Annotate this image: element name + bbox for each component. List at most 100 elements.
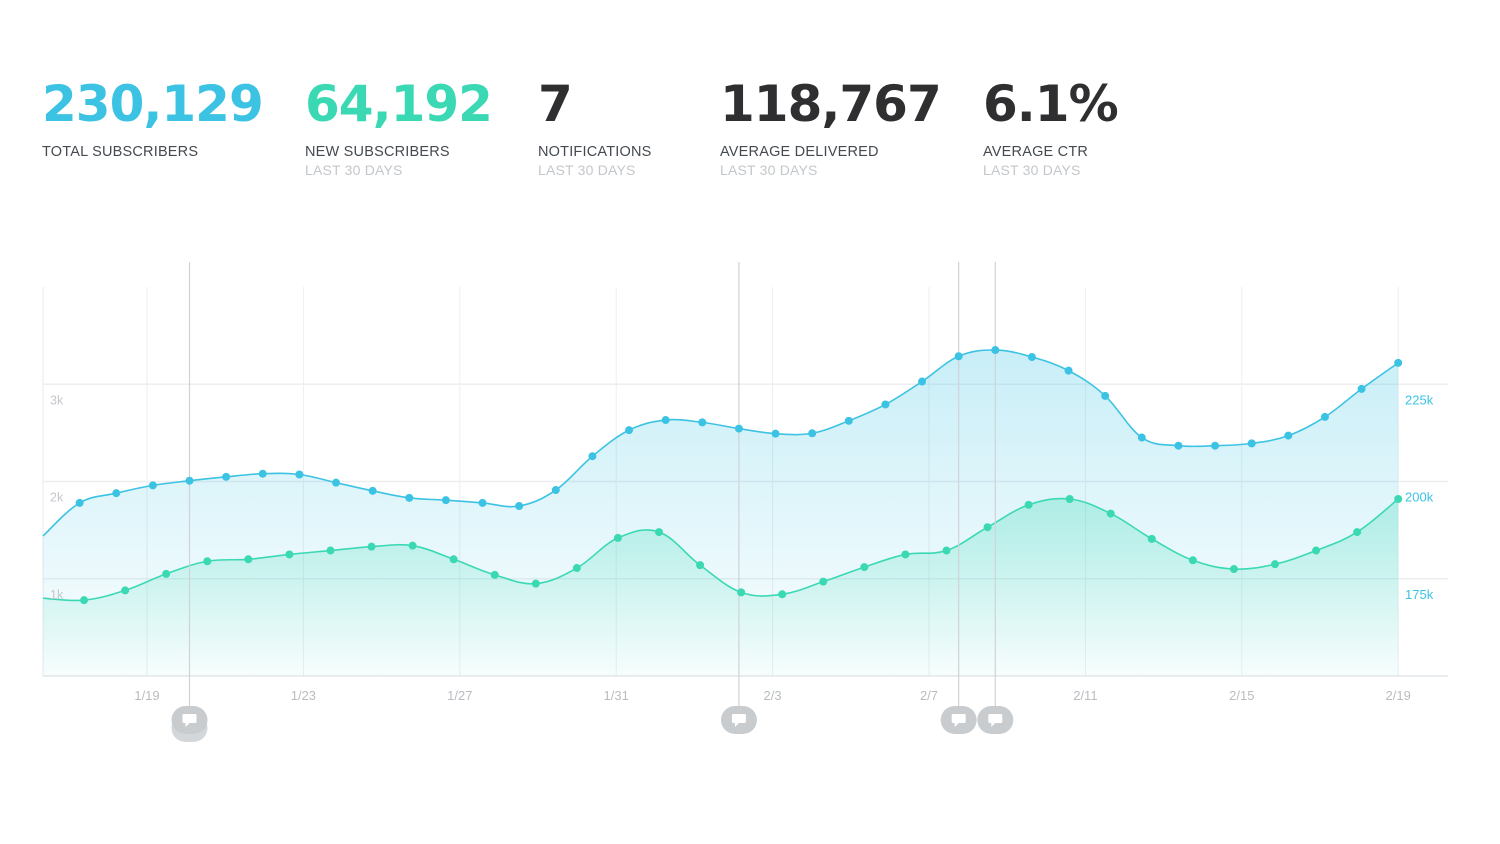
data-point-blue: [75, 498, 84, 507]
data-point-green: [737, 588, 746, 597]
data-point-blue: [1137, 433, 1146, 442]
chat-bubble-icon-body: [731, 714, 746, 723]
data-point-blue: [918, 377, 927, 386]
data-point-green: [1353, 528, 1362, 537]
data-point-green: [1024, 500, 1033, 509]
data-point-blue: [185, 476, 194, 485]
area-green: [43, 498, 1399, 676]
stat-label: NEW SUBSCRIBERS: [305, 144, 450, 160]
data-point-blue: [661, 416, 670, 425]
data-point-green: [203, 557, 212, 566]
data-point-green: [80, 596, 89, 605]
data-point-green: [1394, 495, 1403, 504]
chat-bubble-icon[interactable]: [171, 706, 208, 734]
data-point-green: [1188, 556, 1197, 565]
stat-label: AVERAGE DELIVERED: [720, 144, 879, 160]
data-point-blue: [1394, 358, 1403, 367]
stat-new-subscribers: 64,192 NEW SUBSCRIBERS LAST 30 DAYS: [305, 72, 493, 178]
data-point-blue: [771, 429, 780, 438]
data-point-blue: [588, 452, 597, 461]
data-point-green: [121, 586, 130, 595]
data-point-blue: [515, 502, 524, 511]
chart-areas: [43, 350, 1399, 676]
data-point-green: [244, 555, 253, 564]
data-point-green: [408, 541, 417, 550]
stats-row: 230,129 TOTAL SUBSCRIBERS 64,192 NEW SUB…: [0, 0, 1500, 200]
data-point-blue: [1027, 353, 1036, 362]
chat-bubble-icon-tail: [185, 723, 190, 727]
data-point-green: [983, 523, 992, 532]
data-point-green: [1106, 509, 1115, 518]
data-point-green: [1065, 495, 1074, 504]
stat-value: 7: [538, 75, 573, 133]
chat-bubble-icon-tail: [734, 723, 739, 727]
data-point-blue: [734, 424, 743, 433]
data-point-green: [696, 561, 705, 570]
data-point-blue: [1174, 441, 1183, 450]
x-tick-label: 1/23: [291, 688, 316, 703]
data-point-blue: [844, 416, 853, 425]
chat-bubble-icon-body: [951, 714, 966, 723]
data-point-blue: [295, 470, 304, 479]
data-point-blue: [405, 493, 414, 502]
data-point-blue: [698, 418, 707, 427]
data-point-green: [326, 546, 335, 555]
y-right-tick-label: 175k: [1405, 587, 1434, 602]
chat-bubble-icon-tail: [991, 723, 996, 727]
stat-label: TOTAL SUBSCRIBERS: [42, 144, 199, 160]
data-point-green: [572, 564, 581, 573]
data-point-blue: [625, 426, 634, 435]
data-point-blue: [222, 472, 231, 481]
x-tick-label: 1/31: [604, 688, 629, 703]
data-point-blue: [1101, 391, 1110, 400]
chat-bubble-icon-body: [182, 714, 197, 723]
y-left-tick-label: 3k: [50, 393, 64, 407]
x-tick-label: 2/7: [920, 688, 938, 703]
data-point-green: [162, 569, 171, 578]
stat-value: 6.1%: [983, 75, 1119, 133]
stat-sub: LAST 30 DAYS: [305, 162, 403, 178]
stat-label: NOTIFICATIONS: [538, 144, 652, 160]
data-point-green: [1147, 534, 1156, 543]
chat-bubble-icon[interactable]: [977, 706, 1014, 734]
y-right-tick-label: 225k: [1405, 392, 1434, 407]
data-point-blue: [1284, 431, 1293, 440]
data-point-green: [655, 528, 663, 537]
data-point-green: [449, 555, 458, 564]
data-point-green: [901, 550, 910, 559]
data-point-blue: [368, 486, 377, 495]
chat-bubble-icon[interactable]: [720, 706, 757, 734]
data-point-blue: [332, 478, 341, 487]
x-tick-label: 2/11: [1073, 688, 1097, 703]
y-left-tick-label: 2k: [50, 491, 64, 505]
stat-notifications: 7 NOTIFICATIONS LAST 30 DAYS: [538, 72, 652, 178]
data-point-blue: [478, 498, 487, 507]
stat-label: AVERAGE CTR: [983, 144, 1089, 160]
data-point-blue: [1320, 412, 1329, 421]
data-point-blue: [112, 489, 121, 498]
stat-sub: LAST 30 DAYS: [538, 162, 636, 178]
data-point-green: [285, 550, 294, 559]
stat-value: 64,192: [305, 75, 493, 133]
stat-average-delivered: 118,767 AVERAGE DELIVERED LAST 30 DAYS: [720, 72, 942, 178]
x-tick-label: 1/27: [447, 688, 472, 703]
data-point-green: [778, 590, 787, 599]
data-point-blue: [1064, 366, 1073, 375]
data-point-green: [860, 563, 869, 572]
x-tick-label: 2/19: [1386, 688, 1411, 703]
x-tick-label: 1/19: [134, 688, 159, 703]
data-point-blue: [991, 346, 1000, 355]
chart-annotation-icons[interactable]: [171, 706, 1014, 742]
stat-value: 230,129: [42, 75, 264, 133]
data-point-green: [613, 533, 622, 542]
y-left-tick-label: 1k: [50, 588, 64, 602]
data-point-green: [1312, 546, 1321, 555]
data-point-blue: [551, 486, 560, 495]
chart-labels: 1/19 1/23 1/27 1/31 2/3 2/7 2/11 2/15 2/19 1k 2k 3k…: [50, 392, 1434, 703]
chat-bubble-icon[interactable]: [940, 706, 977, 734]
y-right-tick-label: 200k: [1405, 490, 1434, 505]
data-point-green: [531, 579, 540, 588]
stat-value: 118,767: [720, 75, 942, 133]
data-point-green: [819, 577, 828, 586]
